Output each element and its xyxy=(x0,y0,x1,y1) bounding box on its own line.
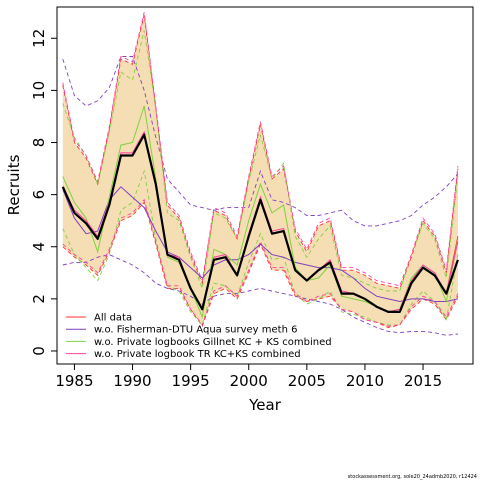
y-tick-label-10: 10 xyxy=(30,81,48,100)
legend-label-3: w.o. Private logbook TR KC+KS combined xyxy=(94,349,301,360)
y-tick-label-8: 8 xyxy=(30,138,48,148)
series-2-lower-bound xyxy=(62,169,459,326)
series-1-upper-bound xyxy=(62,56,459,227)
legend-label-0: All data xyxy=(94,313,132,324)
estimate-line xyxy=(61,133,459,313)
series-2-upper-bound xyxy=(62,30,459,292)
x-tick-label-2010: 2010 xyxy=(346,372,384,390)
y-axis-title: Recruits xyxy=(5,154,23,215)
y-tick-label-2: 2 xyxy=(30,294,48,304)
x-tick-label-1995: 1995 xyxy=(172,372,210,390)
legend-label-1: w.o. Fisherman-DTU Aqua survey meth 6 xyxy=(94,325,297,336)
x-tick-label-2000: 2000 xyxy=(230,372,268,390)
y-tick-label-0: 0 xyxy=(30,346,48,356)
y-tick-label-12: 12 xyxy=(30,29,48,48)
y-tick-label-4: 4 xyxy=(30,242,48,252)
legend-label-2: w.o. Private logbooks Gillnet KC + KS co… xyxy=(94,337,332,348)
x-tick-label-1990: 1990 xyxy=(113,372,151,390)
y-tick-label-6: 6 xyxy=(30,190,48,200)
plot-frame xyxy=(56,6,474,365)
y-axis: 0 2 4 6 8 10 12 xyxy=(30,29,57,356)
x-tick-label-2005: 2005 xyxy=(288,372,326,390)
x-axis-title: Year xyxy=(248,396,282,414)
series-3-upper-bound xyxy=(62,12,459,287)
x-axis: 1985 1990 1995 2000 2005 2010 2015 xyxy=(55,364,442,390)
series-3-lower-bound xyxy=(62,198,459,327)
footer-note: stockassessment.org, sole20_24admb2020, … xyxy=(348,474,477,480)
series-0-upper-bound xyxy=(62,14,459,289)
x-tick-label-2015: 2015 xyxy=(404,372,442,390)
x-tick-label-1985: 1985 xyxy=(55,372,93,390)
plot-area xyxy=(61,12,459,336)
series-1-line xyxy=(62,186,459,303)
